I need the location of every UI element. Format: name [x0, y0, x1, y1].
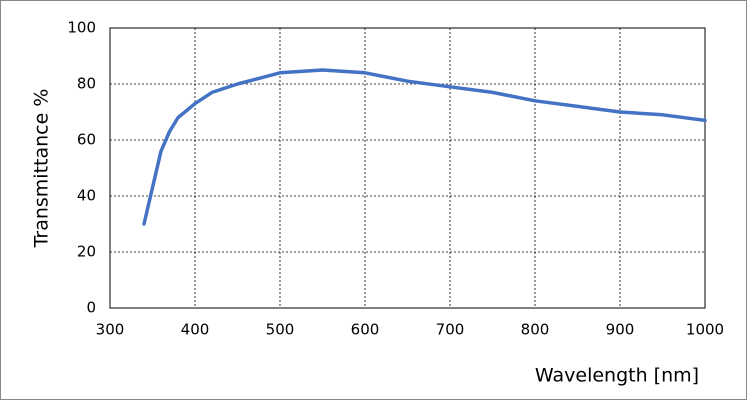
x-tick-label: 700 — [436, 321, 465, 339]
y-axis-label: Transmittance % — [31, 89, 53, 249]
x-tick-label: 800 — [521, 321, 550, 339]
x-tick-label: 400 — [181, 321, 210, 339]
x-tick-label: 300 — [96, 321, 125, 339]
x-axis-label: Wavelength [nm] — [535, 365, 699, 387]
x-tick-label: 600 — [351, 321, 380, 339]
x-tick-label: 1000 — [686, 321, 724, 339]
y-tick-label: 20 — [77, 243, 96, 261]
y-tick-label: 80 — [77, 75, 96, 93]
data-line — [142, 68, 707, 226]
y-tick-label: 40 — [77, 187, 96, 205]
plot-border — [109, 27, 706, 309]
x-tick-label: 500 — [266, 321, 295, 339]
y-tick-label: 100 — [67, 19, 96, 37]
y-tick-label: 0 — [86, 299, 96, 317]
x-tick-label: 900 — [606, 321, 635, 339]
y-tick-label: 60 — [77, 131, 96, 149]
